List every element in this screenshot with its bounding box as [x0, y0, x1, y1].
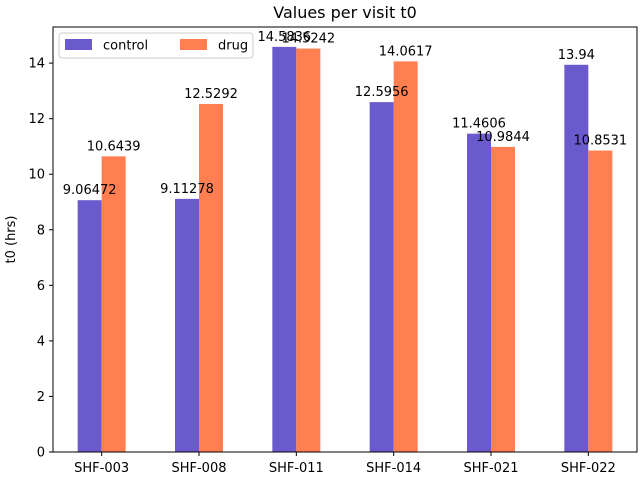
x-tick-label: SHF-008: [171, 461, 226, 476]
x-axis: SHF-003 SHF-008 SHF-011 SHF-014 SHF-021 SHF-0…: [74, 452, 616, 476]
y-axis-label: t0 (hrs): [4, 215, 19, 263]
y-tick-label: 0: [37, 446, 45, 461]
bar-drug-SHF-014: [393, 61, 418, 453]
bar-control-SHF-003: [77, 200, 102, 452]
legend-swatch-control: [65, 39, 92, 50]
plot-frame: [52, 26, 638, 453]
bar-control-SHF-011: [272, 46, 297, 453]
data-label-drug-SHF-014: 14.0617: [379, 44, 433, 59]
x-tick-label: SHF-011: [269, 461, 324, 476]
y-tick-label: 8: [37, 223, 45, 238]
data-label-control-SHF-014: 12.5956: [355, 85, 409, 100]
data-labels-group: 9.06472 10.6439 9.11278 12.5292 14.583614.52…: [63, 30, 627, 198]
y-tick-label: 10: [28, 168, 45, 183]
bar-drug-SHF-008: [199, 103, 223, 452]
legend: control drug: [58, 32, 254, 59]
legend-label-drug: drug: [218, 39, 248, 54]
legend-label-control: control: [103, 39, 148, 54]
bar-control-SHF-021: [467, 133, 491, 452]
y-tick-label: 4: [37, 334, 45, 349]
y-tick-label: 14: [28, 57, 45, 72]
data-label-control-SHF-011: 14.5836: [257, 30, 311, 45]
data-label-drug-SHF-003: 10.6439: [87, 139, 141, 154]
data-label-control-SHF-021: 11.4606: [452, 117, 506, 132]
x-tick-label: SHF-022: [561, 461, 616, 476]
data-label-drug-SHF-021: 10.9844: [476, 130, 530, 145]
chart-title: Values per visit t0: [273, 3, 417, 22]
bar-drug-SHF-022: [588, 150, 613, 452]
bar-control-SHF-022: [564, 64, 589, 453]
data-label-control-SHF-003: 9.06472: [63, 183, 117, 198]
y-tick-label: 12: [28, 112, 45, 127]
data-label-drug-SHF-022: 10.8531: [573, 134, 627, 149]
data-label-drug-SHF-011: 14.5242: [281, 32, 335, 47]
data-label-drug-SHF-008: 12.5292: [184, 87, 238, 102]
legend-swatch-drug: [180, 39, 207, 50]
x-tick-label: SHF-014: [366, 461, 421, 476]
x-tick-label: SHF-003: [74, 461, 129, 476]
data-label-control-SHF-022: 13.94: [558, 48, 595, 63]
bar-control-SHF-014: [369, 102, 394, 452]
data-label-control-SHF-008: 9.11278: [160, 182, 214, 197]
bar-drug-SHF-003: [101, 156, 126, 452]
y-tick-label: 6: [37, 279, 45, 294]
bar-drug-SHF-021: [491, 146, 515, 452]
bar-drug-SHF-011: [296, 48, 321, 453]
bars-group: [77, 46, 613, 453]
y-tick-label: 2: [37, 390, 45, 405]
y-axis: 0 2 4 6 8 10 12 14: [28, 57, 53, 461]
bar-control-SHF-008: [175, 198, 199, 452]
x-tick-label: SHF-021: [463, 461, 518, 476]
